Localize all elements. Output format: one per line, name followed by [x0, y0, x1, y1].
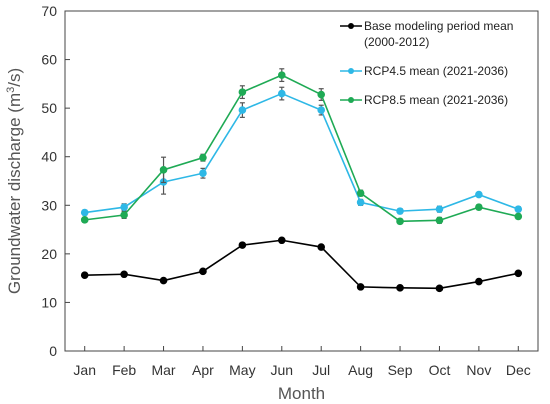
data-point [514, 269, 523, 278]
data-point [159, 276, 168, 285]
data-point [514, 212, 523, 221]
data-point [80, 208, 89, 217]
data-point [475, 277, 483, 286]
data-point [356, 198, 365, 207]
x-tick-label: Nov [466, 362, 491, 378]
data-point [80, 271, 89, 280]
legend-label: RCP4.5 mean (2021-2036) [364, 64, 508, 78]
data-point [396, 284, 404, 292]
x-tick-label: Feb [112, 362, 136, 378]
legend-item-2: RCP8.5 mean (2021-2036) [340, 93, 508, 107]
series-line [84, 74, 519, 223]
series-2 [80, 68, 523, 226]
x-tick-label: May [229, 362, 255, 378]
series-group [80, 68, 523, 293]
x-tick-label: Dec [506, 362, 531, 378]
data-point [199, 267, 207, 276]
x-tick-label: Sep [388, 362, 413, 378]
y-axis-title: Groundwater discharge (m3/s) [5, 68, 24, 294]
plot-frame [64, 10, 539, 352]
data-point [317, 90, 326, 99]
series-line [84, 92, 519, 214]
series-line [84, 239, 519, 290]
legend: Base modeling period mean (2000-2012) RCP4… [340, 19, 513, 107]
y-tick-label: 10 [41, 294, 57, 310]
y-tick-label: 70 [41, 3, 57, 19]
series-1 [80, 86, 523, 217]
series-0 [80, 236, 523, 293]
data-point [356, 189, 365, 197]
legend-label: Base modeling period mean [364, 19, 513, 33]
legend-marker [348, 97, 354, 103]
legend-item-1: RCP4.5 mean (2021-2036) [340, 64, 508, 78]
data-point [80, 216, 89, 224]
data-point [238, 106, 247, 114]
x-tick-label: Jul [312, 362, 330, 378]
axes: 0 10 20 30 40 50 60 70 Jan Feb Mar Apr May Jun Jul Aug S… [41, 3, 539, 378]
data-point [238, 241, 247, 249]
data-point [199, 169, 207, 178]
x-tick-label: Apr [192, 362, 214, 378]
data-point [475, 203, 483, 212]
data-point [277, 71, 286, 79]
data-point [396, 207, 404, 215]
y-tick-label: 50 [41, 100, 57, 116]
legend-marker [348, 68, 354, 74]
data-point [159, 166, 168, 174]
x-tick-label: Jan [73, 362, 96, 378]
data-point [475, 190, 483, 199]
data-point [120, 270, 128, 279]
x-tick-label: Oct [429, 362, 451, 378]
data-point [277, 89, 286, 98]
y-tick-label: 60 [41, 52, 57, 68]
data-point [317, 106, 326, 114]
data-point [317, 243, 326, 251]
legend-label: RCP8.5 mean (2021-2036) [364, 93, 508, 107]
y-tick-label: 20 [41, 246, 57, 262]
data-point [435, 216, 444, 225]
data-point [238, 88, 247, 96]
data-point [356, 283, 365, 291]
y-tick-label: 30 [41, 197, 57, 213]
y-tick-label: 0 [49, 343, 57, 359]
x-tick-label: Mar [151, 362, 175, 378]
data-point [199, 153, 207, 162]
legend-marker [348, 23, 354, 29]
data-point [514, 205, 523, 213]
data-point [120, 203, 128, 212]
data-point [435, 284, 444, 293]
data-point [277, 236, 286, 245]
y-tick-label: 40 [41, 149, 57, 165]
data-point [120, 211, 128, 219]
legend-label: (2000-2012) [364, 35, 429, 49]
legend-item-0: Base modeling period mean (2000-2012) [340, 19, 513, 49]
data-point [435, 205, 444, 213]
x-tick-label: Jun [271, 362, 294, 378]
x-axis-title: Month [278, 384, 325, 403]
data-point [396, 217, 404, 226]
x-tick-label: Aug [348, 362, 373, 378]
